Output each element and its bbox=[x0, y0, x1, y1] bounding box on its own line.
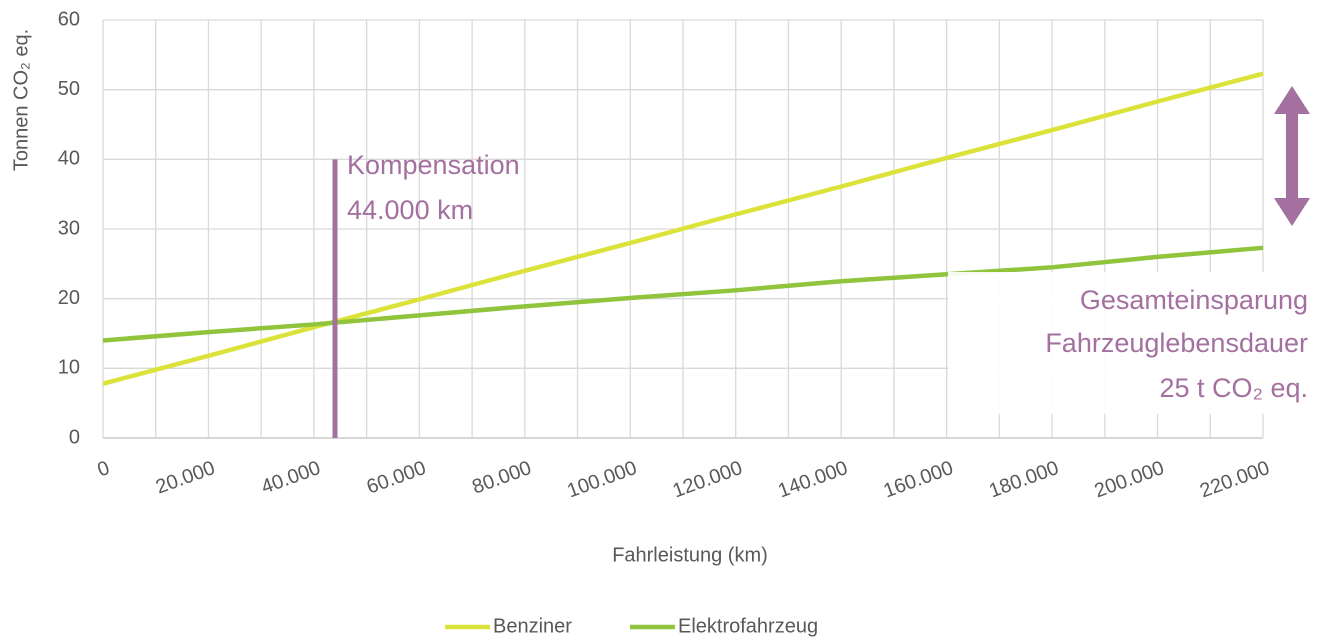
x-axis-label: Fahrleistung (km) bbox=[612, 544, 768, 566]
x-tick-label: 120.000 bbox=[670, 457, 745, 502]
compensation-text: 44.000 km bbox=[347, 195, 473, 225]
savings-box bbox=[948, 272, 1325, 414]
legend-label: Elektrofahrzeug bbox=[678, 615, 818, 637]
y-axis-label: Tonnen CO₂ eq. bbox=[10, 29, 32, 171]
y-tick-label: 50 bbox=[58, 78, 80, 100]
savings-text: 25 t CO₂ eq. bbox=[1159, 373, 1308, 403]
x-tick-label: 100.000 bbox=[564, 457, 639, 502]
x-tick-label: 220.000 bbox=[1197, 457, 1272, 502]
grid bbox=[102, 19, 1264, 439]
y-tick-label: 60 bbox=[58, 8, 80, 30]
x-tick-label: 40.000 bbox=[258, 457, 323, 499]
x-tick-label: 200.000 bbox=[1092, 457, 1167, 502]
x-tick-label: 0 bbox=[95, 457, 113, 481]
series-line bbox=[102, 245, 1264, 343]
y-tick-label: 20 bbox=[58, 287, 80, 309]
x-tick-label: 160.000 bbox=[881, 457, 956, 502]
x-tick-label: 20.000 bbox=[153, 457, 218, 499]
plot bbox=[102, 71, 1264, 386]
y-tick-label: 10 bbox=[58, 357, 80, 379]
legend-label: Benziner bbox=[493, 615, 572, 637]
y-tick-label: 0 bbox=[69, 426, 80, 448]
x-tick-label: 80.000 bbox=[469, 457, 534, 499]
savings-text: Fahrzeuglebensdauer bbox=[1045, 328, 1308, 358]
savings-text: Gesamteinsparung bbox=[1080, 285, 1308, 315]
savings-arrow bbox=[1274, 86, 1310, 226]
x-tick-label: 60.000 bbox=[364, 457, 429, 499]
x-tick-label: 140.000 bbox=[775, 457, 850, 502]
y-tick-label: 40 bbox=[58, 148, 80, 170]
series-line bbox=[102, 71, 1264, 386]
y-tick-label: 30 bbox=[58, 217, 80, 239]
compensation-text: Kompensation bbox=[347, 150, 520, 180]
x-tick-label: 180.000 bbox=[986, 457, 1061, 502]
